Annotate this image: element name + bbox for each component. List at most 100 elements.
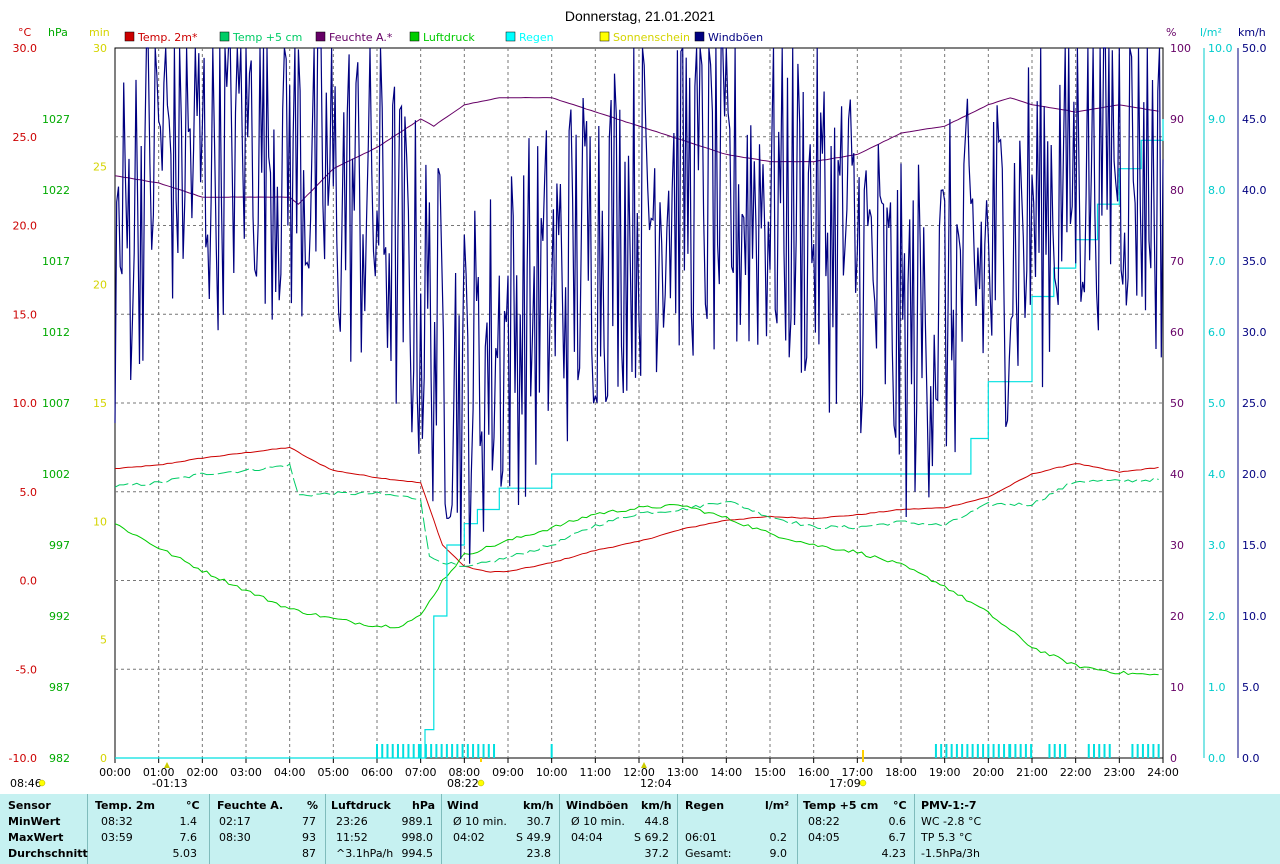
x-tick-label: 19:00 (929, 766, 961, 779)
wind-axis-tick: 5.0 (1242, 681, 1260, 694)
header-temp-unit: °C (186, 799, 200, 812)
x-tick-label: 15:00 (754, 766, 786, 779)
footer-t5-t: 04:05 (808, 831, 840, 844)
footer-temp-v: 7.6 (179, 831, 198, 844)
time-marker-label: 08:22 (447, 777, 479, 790)
rain-axis-tick: 0.0 (1208, 752, 1226, 765)
temp-axis-tick: 0.0 (20, 575, 38, 588)
weather-chart: Donnerstag, 21.01.2021 00:00 01:00 02:00 03… (9, 8, 1267, 790)
x-tick-label: 02:00 (186, 766, 218, 779)
series-temp-5-cm (114, 463, 1159, 567)
time-marker-label: 17:09 (829, 777, 861, 790)
footer-t5-t: 08:22 (808, 815, 840, 828)
x-tick-label: 00:00 (99, 766, 131, 779)
humidity-axis-tick: 60 (1170, 326, 1184, 339)
header-wind-unit: km/h (523, 799, 554, 812)
header-gust-unit: km/h (641, 799, 672, 812)
x-tick-label: 14:00 (710, 766, 742, 779)
legend-label: Regen (519, 31, 554, 44)
legend-label: Feuchte A.* (329, 31, 393, 44)
footer-gust-t: Ø 10 min. (571, 815, 625, 828)
header-pressure: Luftdruck (331, 799, 391, 812)
legend-swatch (505, 31, 516, 42)
pressure-axis-tick: 997 (49, 539, 70, 552)
time-marker-label: -01:13 (152, 777, 188, 790)
legend-label: Temp +5 cm (232, 31, 302, 44)
temp-axis-unit: °C (18, 26, 32, 39)
rain-axis-tick: 2.0 (1208, 610, 1226, 623)
humidity-axis-tick: 20 (1170, 610, 1184, 623)
footer-temp-t: 08:32 (101, 815, 133, 828)
legend-label: Windböen (708, 31, 763, 44)
footer-temp-v: 1.4 (179, 815, 198, 828)
x-tick-label: 10:00 (536, 766, 568, 779)
wind-axis-tick: 25.0 (1242, 397, 1267, 410)
rain-axis-tick: 6.0 (1208, 326, 1226, 339)
series-feuchte-a (114, 96, 1159, 205)
temp-axis-tick: 25.0 (13, 131, 38, 144)
footer-label: MaxWert (8, 831, 64, 844)
x-tick-label: 09:00 (492, 766, 524, 779)
footer-rain-t: 06:01 (685, 831, 717, 844)
footer-hum-t: 02:17 (219, 815, 251, 828)
x-tick-label: 01:00 (143, 766, 175, 779)
temp-axis-tick: 30.0 (13, 42, 38, 55)
temp-axis-tick: -5.0 (16, 663, 37, 676)
header-temp: Temp. 2m (95, 799, 155, 812)
footer-press-v: 994.5 (401, 847, 434, 860)
series-temp-2m (115, 446, 1159, 573)
legend-swatch (409, 31, 420, 42)
wind-axis-tick: 45.0 (1242, 113, 1267, 126)
legend-swatch (694, 31, 705, 42)
header-humidity: Feuchte A. (217, 799, 284, 812)
rain-axis-tick: 10.0 (1208, 42, 1233, 55)
x-tick-label: 21:00 (1016, 766, 1048, 779)
rain-axis-tick: 8.0 (1208, 184, 1226, 197)
wind-axis-tick: 15.0 (1242, 539, 1267, 552)
footer-wind-v: S 49.9 (516, 831, 551, 844)
series-luftdruck (114, 503, 1159, 676)
sun-axis-tick: 25 (93, 160, 107, 173)
sun-marker-triangle (164, 762, 170, 768)
footer-hum-v: 77 (302, 815, 316, 828)
header-pressure-unit: hPa (412, 799, 436, 812)
footer-pmv: -1.5hPa/3h (921, 847, 980, 860)
x-tick-label: 03:00 (230, 766, 262, 779)
footer-rain-v: 9.0 (769, 847, 788, 860)
sun-marker-dot (38, 779, 46, 787)
header-temp5: Temp +5 cm (803, 799, 879, 812)
rain-axis-tick: 7.0 (1208, 255, 1226, 268)
rain-axis-unit: l/m² (1200, 26, 1222, 39)
pressure-axis-tick: 1007 (42, 397, 70, 410)
pressure-axis-tick: 982 (49, 752, 70, 765)
pressure-axis-tick: 987 (49, 681, 70, 694)
x-tick-label: 17:00 (841, 766, 873, 779)
x-tick-label: 06:00 (361, 766, 393, 779)
time-marker-label: 12:04 (640, 777, 672, 790)
temp-axis-tick: -10.0 (9, 752, 37, 765)
x-tick-label: 13:00 (667, 766, 699, 779)
footer-press-v: 998.0 (401, 831, 434, 844)
sun-axis-tick: 0 (100, 752, 107, 765)
x-tick-label: 22:00 (1060, 766, 1092, 779)
humidity-axis-tick: 90 (1170, 113, 1184, 126)
footer-wind-t: Ø 10 min. (453, 815, 507, 828)
footer-hum-t: 08:30 (219, 831, 251, 844)
legend-label: Luftdruck (423, 31, 475, 44)
footer-pmv: WC -2.8 °C (921, 815, 982, 828)
footer-rain-t: Gesamt: (685, 847, 732, 860)
x-tick-label: 18:00 (885, 766, 917, 779)
footer-press-v: 989.1 (401, 815, 434, 828)
x-tick-label: 07:00 (405, 766, 437, 779)
x-tick-label: 24:00 (1147, 766, 1179, 779)
legend-swatch (124, 31, 135, 42)
rain-axis-tick: 1.0 (1208, 681, 1226, 694)
header-humidity-unit: % (307, 799, 319, 812)
x-tick-label: 20:00 (972, 766, 1004, 779)
pressure-axis-tick: 1002 (42, 468, 70, 481)
pressure-axis-tick: 992 (49, 610, 70, 623)
statistics-footer: Sensor Temp. 2m °C Feuchte A. % Luftdruc… (0, 794, 1280, 864)
legend-label: Temp. 2m* (137, 31, 198, 44)
series-regen (115, 119, 1164, 759)
footer-press-t: 11:52 (336, 831, 368, 844)
